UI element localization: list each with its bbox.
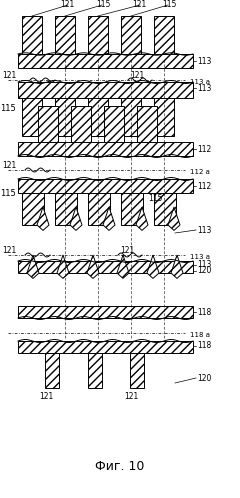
Text: 121: 121 [39,391,53,400]
Text: 113: 113 [197,260,211,269]
Polygon shape [136,207,148,231]
Text: 121: 121 [124,391,138,400]
Text: 115: 115 [162,0,176,8]
Text: 115: 115 [96,0,110,8]
Text: 121: 121 [2,246,16,254]
Text: 113: 113 [197,84,211,93]
Text: 121: 121 [2,160,16,169]
Text: Фиг. 10: Фиг. 10 [95,460,145,473]
Text: 118: 118 [197,341,211,350]
Text: 121: 121 [2,71,16,80]
Bar [22,98,42,136]
Text: 118 a: 118 a [190,332,210,338]
Bar [154,98,174,136]
Bar [18,306,193,318]
Polygon shape [171,255,183,278]
Text: 112: 112 [197,181,211,191]
Polygon shape [87,255,99,278]
Bar [137,106,157,142]
Polygon shape [117,255,129,278]
Bar [121,16,141,54]
Bar [88,98,108,136]
Text: 115: 115 [0,104,16,113]
Bar [18,142,193,156]
Text: 120: 120 [197,374,211,382]
Bar [22,193,44,225]
Bar [104,106,124,142]
Bar [55,16,75,54]
Bar [130,353,144,388]
Bar [45,353,59,388]
Bar [22,16,42,54]
Bar [88,193,110,225]
Polygon shape [57,255,69,278]
Text: 121: 121 [120,246,134,254]
Polygon shape [37,207,49,231]
Text: 113: 113 [197,226,211,235]
Bar [88,353,102,388]
Text: 113 a: 113 a [190,254,210,260]
Bar [154,16,174,54]
Polygon shape [147,255,159,278]
Text: 121: 121 [60,0,74,8]
Text: 112 a: 112 a [190,169,210,175]
Bar [18,82,193,98]
Bar [38,106,58,142]
Text: 120: 120 [197,266,211,275]
Text: 118: 118 [197,307,211,317]
Polygon shape [168,207,180,231]
Text: 121: 121 [132,0,146,8]
Bar [18,261,193,273]
Bar [121,98,141,136]
Bar [55,193,77,225]
Bar [18,54,193,68]
Text: 115: 115 [148,194,162,203]
Bar [154,193,176,225]
Bar [18,179,193,193]
Text: 113 a: 113 a [190,79,210,85]
Bar [71,106,91,142]
Bar [55,98,75,136]
Text: 112: 112 [197,144,211,153]
Polygon shape [27,255,39,278]
Bar [88,16,108,54]
Polygon shape [70,207,82,231]
Text: 115: 115 [0,189,16,198]
Text: 113: 113 [197,56,211,66]
Polygon shape [103,207,115,231]
Bar [121,193,143,225]
Bar [18,341,193,353]
Text: 121: 121 [130,71,144,80]
